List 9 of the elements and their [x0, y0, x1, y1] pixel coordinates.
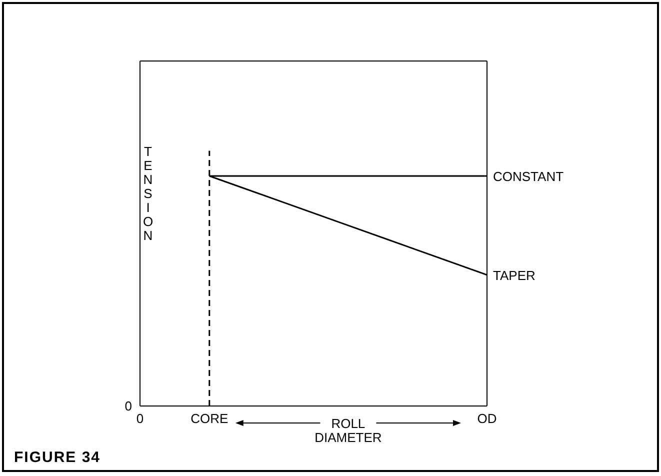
x-tick-label: CORE — [190, 411, 229, 426]
series-label: TAPER — [493, 268, 536, 283]
x-tick-label: 0 — [136, 411, 144, 426]
caption: FIGURE 34 — [14, 449, 101, 466]
series-label: CONSTANT — [493, 169, 564, 184]
x-axis-title: ROLL DIAMETER — [314, 416, 382, 445]
x-tick-label: OD — [477, 411, 497, 426]
text: 0 — [124, 398, 132, 414]
y-axis-title: TENSION — [142, 144, 154, 243]
